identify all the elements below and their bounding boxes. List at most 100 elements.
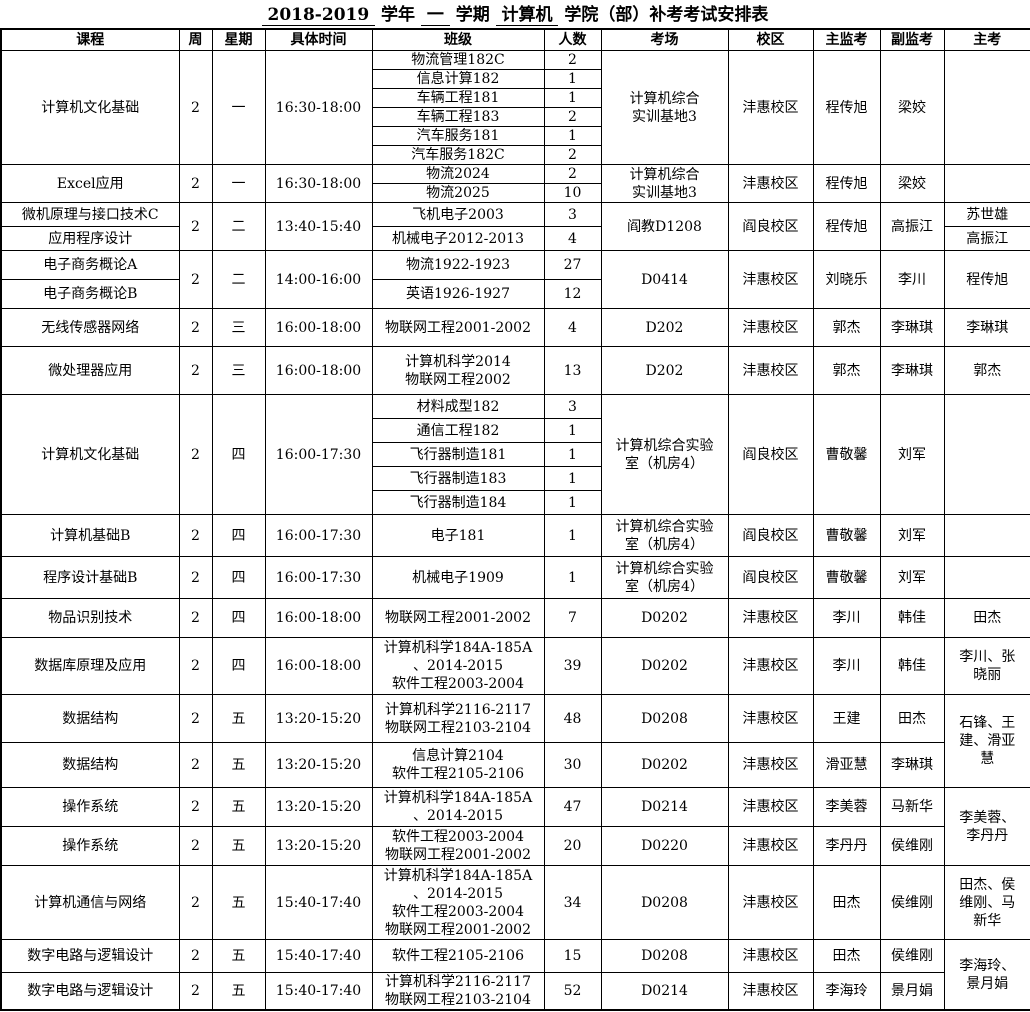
cell-chief-invigilator: 郭杰 xyxy=(812,308,881,347)
column-header-exam-room: 考场 xyxy=(600,28,729,51)
cell-student-count: 2 xyxy=(543,164,602,184)
cell-student-count: 1 xyxy=(543,69,602,89)
cell-chief-examiner: 李美蓉、 李丹丹 xyxy=(943,787,1030,866)
cell-class-name: 飞行器制造184 xyxy=(371,490,545,515)
cell-student-count: 1 xyxy=(543,514,602,557)
cell-weekday: 四 xyxy=(211,514,266,557)
cell-student-count: 4 xyxy=(543,308,602,347)
cell-week: 2 xyxy=(178,598,213,638)
table-row: 计算机文化基础 2 一 16:30-18:00 物流管理182C 2 计算机综合 实训基地3… xyxy=(0,50,1030,165)
cell-class-name: 软件工程2003-2004 物联网工程2001-2002 xyxy=(371,826,545,866)
cell-chief-invigilator: 曹敬馨 xyxy=(812,394,881,515)
cell-class-name: 计算机科学2116-2117 物联网工程2103-2104 xyxy=(371,972,545,1011)
cell-campus: 沣惠校区 xyxy=(727,826,814,866)
cell-chief-examiner: 高振江 xyxy=(943,226,1030,251)
cell-student-count: 2 xyxy=(543,145,602,165)
cell-deputy-invigilator: 刘军 xyxy=(879,556,945,599)
cell-course: 计算机文化基础 xyxy=(0,394,180,515)
cell-exam-room: D202 xyxy=(600,346,729,395)
cell-weekday: 三 xyxy=(211,346,266,395)
cell-time: 15:40-17:40 xyxy=(264,865,373,940)
cell-campus: 沣惠校区 xyxy=(727,787,814,827)
cell-exam-room: D0220 xyxy=(600,826,729,866)
table-row: 微机原理与接口技术C 2 二 13:40-15:40 飞机电子2003 3 阎教D1208 阎… xyxy=(0,202,1030,251)
cell-deputy-invigilator: 李琳琪 xyxy=(879,346,945,395)
column-header-chief-examiner: 主考 xyxy=(943,28,1030,51)
cell-chief-invigilator: 曹敬馨 xyxy=(812,556,881,599)
cell-chief-invigilator: 曹敬馨 xyxy=(812,514,881,557)
cell-student-count: 2 xyxy=(543,50,602,70)
cell-chief-examiner: 李琳琪 xyxy=(943,308,1030,347)
table-row: 数字电路与逻辑设计 2 五 15:40-17:40 软件工程2105-2106 15 D02… xyxy=(0,939,1030,1011)
cell-class-name: 计算机科学184A-185A 、2014-2015 xyxy=(371,787,545,827)
cell-weekday: 五 xyxy=(211,787,266,827)
cell-weekday: 五 xyxy=(211,972,266,1011)
title-text-segment: 学年 xyxy=(375,5,421,25)
cell-deputy-invigilator: 李川 xyxy=(879,250,945,309)
cell-student-count: 1 xyxy=(543,418,602,443)
cell-weekday: 二 xyxy=(211,202,266,251)
cell-chief-invigilator: 程传旭 xyxy=(812,202,881,251)
cell-time: 13:40-15:40 xyxy=(264,202,373,251)
column-header-class-name: 班级 xyxy=(371,28,545,51)
cell-deputy-invigilator: 侯维刚 xyxy=(879,939,945,973)
page-title: 2018-2019 学年 一 学期 计算机 学院（部）补考考试安排表 xyxy=(0,0,1030,28)
cell-time: 16:30-18:00 xyxy=(264,50,373,165)
cell-campus: 沣惠校区 xyxy=(727,742,814,788)
cell-chief-examiner: 田杰、侯 维刚、马 新华 xyxy=(943,865,1030,940)
cell-chief-examiner: 李川、张 晓丽 xyxy=(943,637,1030,695)
cell-class-name: 英语1926-1927 xyxy=(371,279,545,309)
cell-class-name: 材料成型182 xyxy=(371,394,545,419)
cell-exam-room: D0202 xyxy=(600,598,729,638)
cell-campus: 沣惠校区 xyxy=(727,250,814,309)
cell-student-count: 34 xyxy=(543,865,602,940)
cell-campus: 沣惠校区 xyxy=(727,164,814,203)
cell-exam-room: 计算机综合实验 室（机房4） xyxy=(600,556,729,599)
cell-course: 微处理器应用 xyxy=(0,346,180,395)
cell-course: 应用程序设计 xyxy=(0,226,180,251)
cell-student-count: 4 xyxy=(543,226,602,251)
cell-time: 15:40-17:40 xyxy=(264,939,373,973)
cell-course: 物品识别技术 xyxy=(0,598,180,638)
cell-campus: 阎良校区 xyxy=(727,514,814,557)
cell-chief-examiner xyxy=(943,556,1030,599)
cell-time: 13:20-15:20 xyxy=(264,694,373,743)
cell-course: 微机原理与接口技术C xyxy=(0,202,180,227)
cell-week: 2 xyxy=(178,308,213,347)
cell-weekday: 四 xyxy=(211,637,266,695)
cell-student-count: 15 xyxy=(543,939,602,973)
cell-deputy-invigilator: 李琳琪 xyxy=(879,308,945,347)
column-header-campus: 校区 xyxy=(727,28,814,51)
cell-weekday: 四 xyxy=(211,394,266,515)
column-header-deputy-invigilator: 副监考 xyxy=(879,28,945,51)
cell-chief-examiner xyxy=(943,394,1030,515)
cell-deputy-invigilator: 马新华 xyxy=(879,787,945,827)
table-row: 操作系统 2 五 13:20-15:20 软件工程2003-2004 物联网工程2001… xyxy=(0,826,1030,866)
cell-student-count: 1 xyxy=(543,442,602,467)
table-row: Excel应用 2 一 16:30-18:00 物流2024 2 计算机综合 实训基地3 沣惠… xyxy=(0,164,1030,203)
cell-deputy-invigilator: 韩佳 xyxy=(879,598,945,638)
cell-class-name: 机械电子1909 xyxy=(371,556,545,599)
cell-course: 计算机基础B xyxy=(0,514,180,557)
cell-time: 13:20-15:20 xyxy=(264,787,373,827)
cell-week: 2 xyxy=(178,202,213,251)
table-header-row: 课程周星期 具体时间 班级 人数 考场 校区 主监考 副监考 主考 xyxy=(0,28,1030,51)
cell-exam-room: D0214 xyxy=(600,972,729,1011)
cell-chief-examiner xyxy=(943,164,1030,203)
column-header-time: 具体时间 xyxy=(264,28,373,51)
cell-week: 2 xyxy=(178,826,213,866)
cell-week: 2 xyxy=(178,972,213,1011)
cell-week: 2 xyxy=(178,50,213,165)
cell-class-name: 飞行器制造181 xyxy=(371,442,545,467)
column-header-weekday: 星期 xyxy=(211,28,266,51)
cell-class-name: 计算机科学2014 物联网工程2002 xyxy=(371,346,545,395)
cell-exam-room: D0414 xyxy=(600,250,729,309)
cell-chief-invigilator: 程传旭 xyxy=(812,50,881,165)
cell-weekday: 五 xyxy=(211,694,266,743)
cell-student-count: 48 xyxy=(543,694,602,743)
cell-class-name: 计算机科学2116-2117 物联网工程2103-2104 xyxy=(371,694,545,743)
cell-campus: 沣惠校区 xyxy=(727,50,814,165)
cell-class-name: 机械电子2012-2013 xyxy=(371,226,545,251)
cell-time: 16:00-17:30 xyxy=(264,394,373,515)
cell-weekday: 二 xyxy=(211,250,266,309)
